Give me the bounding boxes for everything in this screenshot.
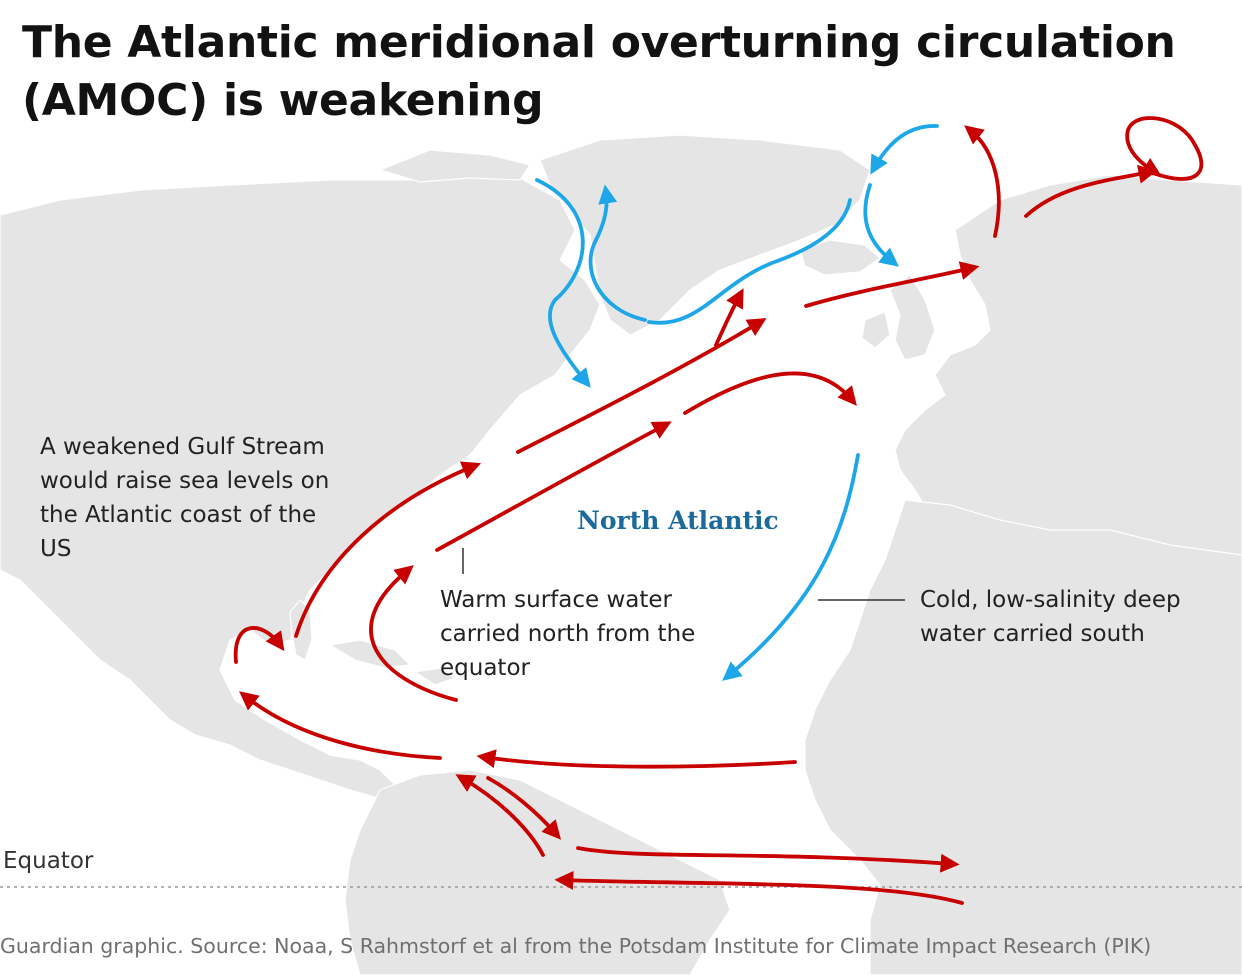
ocean-label: North Atlantic (577, 506, 779, 535)
warm-arrow-equatorial-west (476, 749, 797, 769)
arctic-islands (378, 149, 531, 183)
florida (289, 599, 313, 661)
warm-arrow-caribbean-west (239, 691, 442, 760)
warm-arrow-guinea-east (576, 846, 960, 873)
south-america (344, 769, 731, 975)
warm-arrow-norway-north (964, 125, 1001, 238)
iceland (799, 239, 881, 276)
equator-label: Equator (3, 848, 94, 874)
page-title: The Atlantic meridional overturning circ… (22, 17, 1176, 126)
warm-water-annotation: Warm surface water carried north from th… (440, 587, 696, 681)
cold-water-annotation: Cold, low-salinity deep water carried so… (920, 587, 1181, 647)
warm-arrow-barents (1024, 164, 1158, 218)
ireland (861, 311, 891, 349)
warm-arrow-gulf-loop (233, 626, 285, 664)
cuba (328, 639, 412, 669)
cold-arrow-deep-south (722, 453, 860, 681)
warm-arrow-brazil-up (455, 774, 545, 857)
warm-arrow-barents-loop (1125, 116, 1204, 181)
cold-arrow-fram (870, 124, 939, 175)
warm-arrow-loop-east (683, 371, 857, 415)
cold-arrow-baffin-up (588, 184, 647, 322)
great-britain (889, 274, 936, 361)
warm-currents (233, 116, 1204, 905)
warm-arrow-gulf-stream (294, 461, 482, 638)
warm-arrow-brazil-down (486, 776, 562, 840)
warm-arrow-caribbean-up (369, 565, 458, 702)
gulf-stream-annotation: A weakened Gulf Stream would raise sea l… (40, 434, 330, 562)
warm-arrow-south-equatorial (554, 870, 964, 905)
europe (894, 174, 1242, 561)
warm-arrow-greenland-branch (714, 288, 744, 347)
cold-currents (535, 124, 939, 681)
warm-arrow-norway (804, 261, 980, 308)
cold-arrow-east-greenland (647, 198, 852, 325)
hispaniola (413, 667, 457, 686)
cold-arrow-labrador (535, 178, 591, 388)
cold-arrow-denmark-strait (863, 183, 899, 267)
africa (804, 499, 1242, 975)
warm-arrow-north-drift (516, 318, 767, 454)
source-credit: Guardian graphic. Source: Noaa, S Rahmst… (0, 934, 1152, 958)
warm-arrow-mid-atlantic (435, 421, 672, 552)
land (0, 134, 1242, 975)
